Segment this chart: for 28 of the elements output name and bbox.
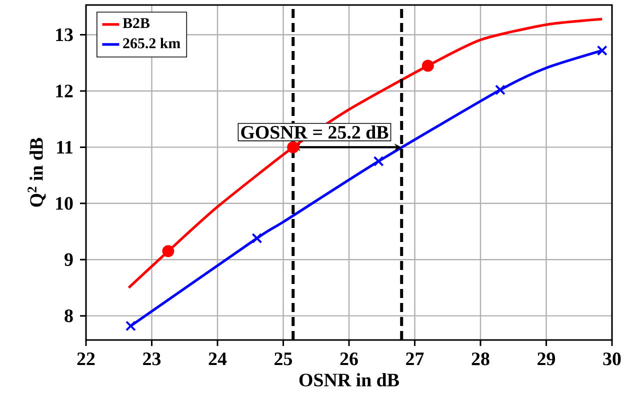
point — [162, 245, 174, 258]
point — [373, 156, 384, 166]
x-tick-label: 23 — [143, 352, 161, 366]
x-tick-label: 29 — [538, 352, 556, 366]
y-tick-label: 9 — [64, 253, 73, 266]
legend-label: B2B — [122, 18, 150, 28]
point — [125, 320, 136, 332]
y-tick-label: 13 — [56, 28, 73, 42]
point — [494, 84, 506, 96]
y-tick-label: 12 — [56, 84, 73, 98]
y-axis-title: Q$^{2}$ in dB — [28, 138, 46, 207]
x-tick-label: 26 — [340, 352, 358, 366]
x-tick-label: 25 — [274, 352, 292, 366]
point — [287, 141, 300, 154]
x-tick-label: 27 — [406, 352, 424, 366]
y-tick-label: 11 — [57, 140, 73, 154]
x-tick-label: 30 — [603, 352, 621, 366]
point — [596, 45, 608, 56]
point — [422, 60, 434, 72]
point — [252, 233, 262, 244]
x-tick-label: 24 — [208, 352, 227, 366]
x-tick-label: 28 — [472, 352, 490, 366]
x-tick-label: 22 — [77, 352, 95, 366]
x-axis-title: OSNR in dB — [299, 373, 399, 386]
y-tick-label: 8 — [64, 309, 73, 322]
y-tick-label: 10 — [56, 197, 73, 210]
legend-label: 265.2 km — [123, 38, 180, 48]
annotation: GOSNR = 25.2 dB — [241, 125, 388, 139]
